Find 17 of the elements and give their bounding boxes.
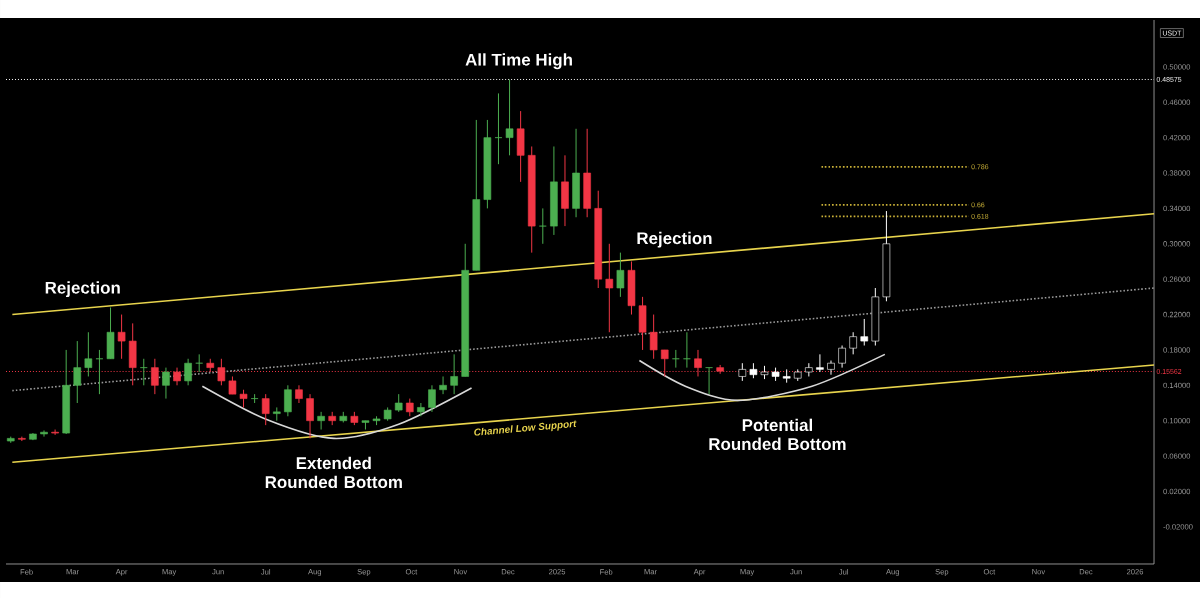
candlestick [184,358,192,386]
candlestick [162,367,170,400]
candlestick [561,154,569,227]
line-series [201,385,473,440]
annotation: Rejection [637,231,712,248]
candlestick [616,252,625,298]
candlestick [51,429,59,436]
annotation: All Time High [465,53,572,70]
candlestick [317,411,325,431]
annotation: Rejection [45,281,120,298]
annotation: Extended Rounded Bottom [265,456,402,489]
candlestick [539,207,547,245]
candlestick [572,128,580,218]
annotation: Potential Rounded Bottom [709,418,846,451]
candlestick [261,393,270,426]
line-series [638,353,886,402]
candlestick [550,145,558,236]
